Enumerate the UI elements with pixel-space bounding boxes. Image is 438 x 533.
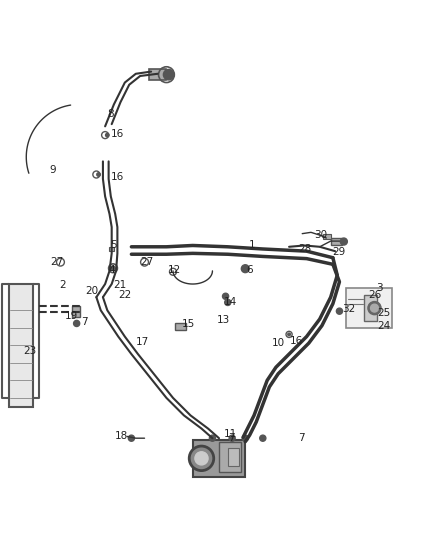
Circle shape: [97, 173, 100, 176]
Circle shape: [229, 435, 235, 441]
Text: 30: 30: [314, 230, 328, 240]
Text: 27: 27: [50, 257, 64, 267]
Circle shape: [241, 265, 249, 273]
Text: 18: 18: [115, 431, 128, 441]
Bar: [228, 448, 239, 466]
Circle shape: [128, 435, 134, 441]
Circle shape: [260, 435, 266, 441]
Text: 28: 28: [299, 244, 312, 254]
Text: 4: 4: [109, 264, 115, 274]
Text: 23: 23: [23, 345, 36, 356]
Bar: [109, 247, 114, 251]
Circle shape: [371, 304, 378, 312]
Text: 8: 8: [107, 109, 114, 119]
Text: 7: 7: [228, 433, 234, 443]
Text: 14: 14: [223, 297, 237, 308]
Text: 16: 16: [110, 172, 124, 182]
Text: 26: 26: [368, 290, 381, 300]
Circle shape: [195, 452, 208, 465]
Text: 27: 27: [140, 257, 153, 267]
Text: 16: 16: [290, 336, 303, 346]
Circle shape: [74, 320, 80, 327]
Text: 19: 19: [65, 311, 78, 320]
Bar: [9, 284, 33, 407]
Bar: [193, 440, 245, 477]
Circle shape: [336, 308, 343, 314]
Text: 13: 13: [216, 315, 230, 325]
Text: 12: 12: [167, 265, 180, 275]
Text: 17: 17: [136, 337, 149, 347]
Text: 24: 24: [378, 321, 391, 330]
Bar: [149, 69, 166, 80]
Circle shape: [223, 293, 229, 300]
Text: 2: 2: [59, 280, 66, 290]
Text: 3: 3: [376, 282, 382, 293]
Text: 7: 7: [298, 433, 304, 443]
Text: 7: 7: [81, 317, 88, 327]
Text: 29: 29: [332, 247, 345, 257]
Circle shape: [163, 69, 174, 80]
Text: 21: 21: [113, 280, 126, 290]
Circle shape: [225, 300, 231, 305]
Text: 20: 20: [85, 286, 99, 296]
Circle shape: [242, 435, 248, 441]
Circle shape: [340, 238, 347, 245]
Bar: [219, 442, 241, 472]
Text: 10: 10: [272, 338, 285, 348]
Circle shape: [111, 266, 115, 270]
Text: 5: 5: [110, 240, 117, 249]
Text: 9: 9: [49, 165, 56, 175]
Circle shape: [288, 333, 290, 336]
Bar: [331, 238, 342, 246]
Circle shape: [368, 302, 381, 314]
Circle shape: [189, 446, 214, 471]
Text: 25: 25: [378, 309, 391, 318]
Text: 32: 32: [343, 304, 356, 314]
Bar: [72, 306, 80, 317]
Text: 16: 16: [110, 129, 124, 139]
Circle shape: [209, 435, 215, 441]
Bar: [364, 295, 377, 321]
Text: 22: 22: [118, 290, 131, 300]
Bar: [323, 234, 331, 239]
Text: 6: 6: [246, 265, 253, 275]
Circle shape: [106, 133, 109, 137]
Bar: [346, 288, 392, 328]
Text: 1: 1: [249, 240, 255, 251]
Bar: [175, 324, 186, 330]
Text: 15: 15: [182, 319, 195, 329]
Text: 11: 11: [223, 429, 237, 439]
